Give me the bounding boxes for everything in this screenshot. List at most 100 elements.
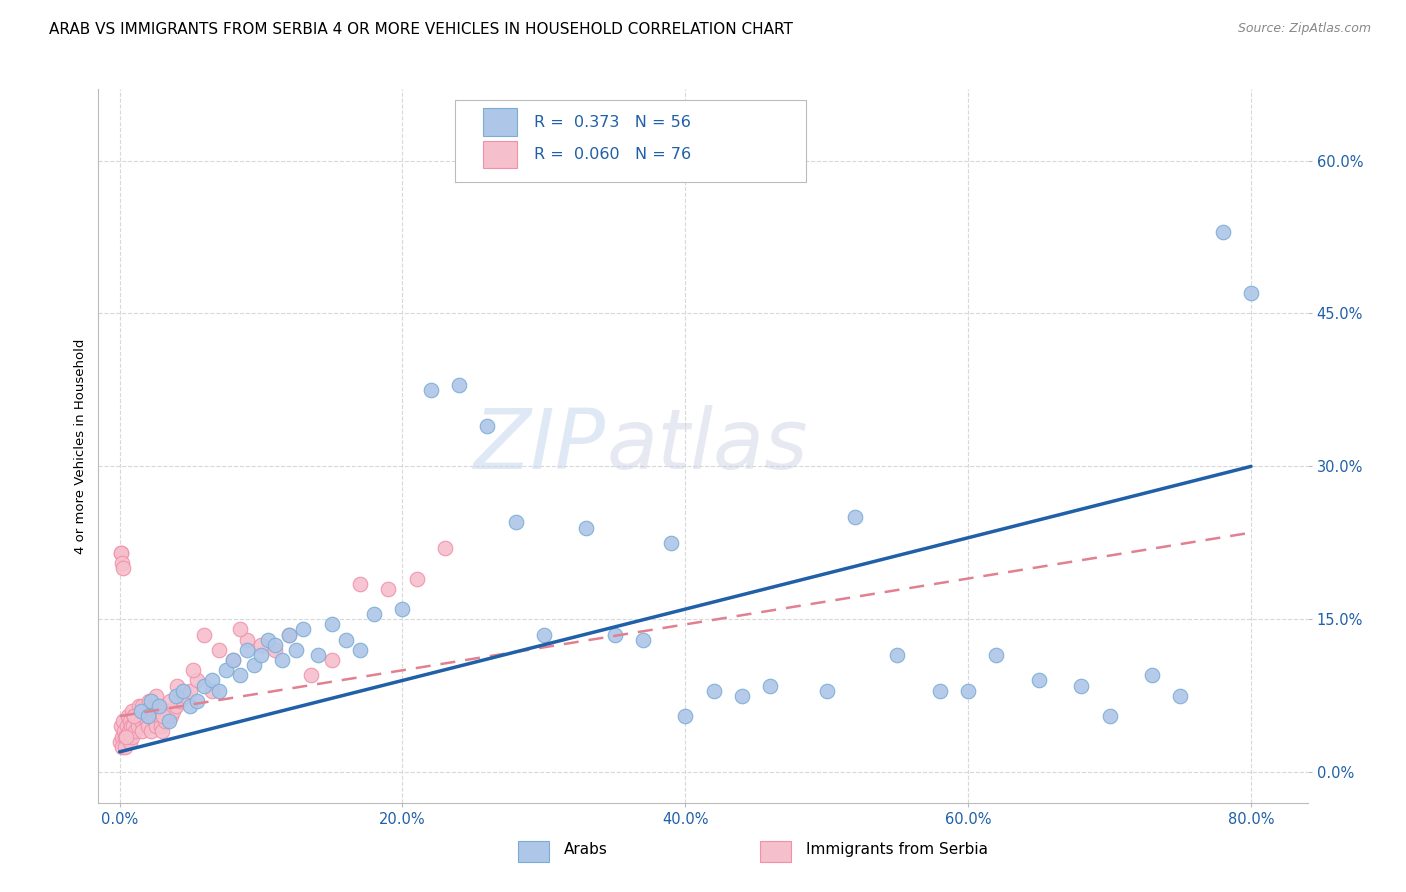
Point [114, 730, 136, 744]
Point [166, 679, 188, 693]
Point [222, 653, 245, 667]
Point [886, 648, 908, 662]
Point [122, 719, 145, 733]
Point [321, 653, 343, 667]
Point [349, 643, 371, 657]
Point [121, 730, 143, 744]
Point [111, 739, 134, 754]
Point [271, 653, 294, 667]
Point [1098, 709, 1121, 723]
Point [135, 714, 157, 729]
Point [110, 546, 132, 560]
Point [193, 679, 215, 693]
Point [236, 632, 259, 647]
Point [165, 689, 187, 703]
Text: atlas: atlas [606, 406, 808, 486]
Point [118, 734, 141, 748]
FancyBboxPatch shape [517, 840, 550, 862]
Point [243, 658, 266, 673]
Point [363, 607, 385, 622]
Point [172, 683, 194, 698]
Point [120, 719, 142, 733]
Point [179, 683, 201, 698]
Point [419, 383, 441, 397]
Point [477, 418, 499, 433]
Point [159, 694, 181, 708]
Text: ZIP: ZIP [474, 406, 606, 486]
Point [157, 714, 180, 729]
Point [132, 709, 155, 723]
Point [264, 638, 287, 652]
Point [1168, 689, 1191, 703]
Point [215, 663, 238, 677]
Point [957, 683, 980, 698]
Text: Arabs: Arabs [564, 842, 607, 856]
Point [138, 709, 160, 723]
Text: R =  0.373   N = 56: R = 0.373 N = 56 [534, 114, 690, 129]
Point [117, 709, 139, 723]
Point [165, 698, 187, 713]
Point [1212, 225, 1234, 239]
Point [131, 724, 153, 739]
Point [141, 709, 163, 723]
Point [136, 709, 159, 723]
Point [229, 623, 252, 637]
Text: R =  0.060   N = 76: R = 0.060 N = 76 [534, 146, 690, 161]
Point [112, 714, 135, 729]
FancyBboxPatch shape [456, 100, 806, 182]
Point [153, 714, 176, 729]
Text: ARAB VS IMMIGRANTS FROM SERBIA 4 OR MORE VEHICLES IN HOUSEHOLD CORRELATION CHART: ARAB VS IMMIGRANTS FROM SERBIA 4 OR MORE… [49, 22, 793, 37]
Point [124, 709, 146, 723]
Y-axis label: 4 or more Vehicles in Household: 4 or more Vehicles in Household [75, 338, 87, 554]
Point [186, 694, 208, 708]
Point [179, 698, 201, 713]
Point [129, 714, 152, 729]
Point [162, 704, 184, 718]
Point [377, 582, 399, 596]
Point [146, 704, 169, 718]
Point [111, 561, 134, 575]
Point [193, 627, 215, 641]
Point [129, 704, 152, 718]
Point [186, 673, 208, 688]
Point [125, 709, 148, 723]
Point [986, 648, 1008, 662]
Point [142, 698, 165, 713]
Point [131, 698, 153, 713]
Point [759, 679, 782, 693]
Point [156, 704, 179, 718]
Point [136, 719, 159, 733]
Point [200, 683, 222, 698]
Point [673, 709, 696, 723]
Point [149, 719, 172, 733]
Point [1070, 679, 1092, 693]
Point [815, 683, 838, 698]
Point [533, 627, 555, 641]
Point [307, 648, 329, 662]
Text: Immigrants from Serbia: Immigrants from Serbia [806, 842, 988, 856]
Point [250, 638, 273, 652]
Point [152, 709, 174, 723]
Point [391, 602, 413, 616]
Point [128, 698, 150, 713]
Point [110, 734, 132, 748]
Point [207, 643, 229, 657]
Point [349, 576, 371, 591]
Point [117, 730, 139, 744]
Point [118, 724, 141, 739]
Point [159, 709, 181, 723]
Point [111, 730, 134, 744]
Point [505, 516, 527, 530]
Point [148, 709, 170, 723]
Point [110, 546, 132, 560]
Point [115, 719, 138, 733]
Point [110, 719, 132, 733]
Point [278, 627, 301, 641]
Point [148, 698, 170, 713]
Text: Source: ZipAtlas.com: Source: ZipAtlas.com [1237, 22, 1371, 36]
Point [121, 704, 143, 718]
Point [112, 724, 135, 739]
Point [173, 689, 195, 703]
FancyBboxPatch shape [482, 141, 517, 168]
Point [222, 653, 245, 667]
